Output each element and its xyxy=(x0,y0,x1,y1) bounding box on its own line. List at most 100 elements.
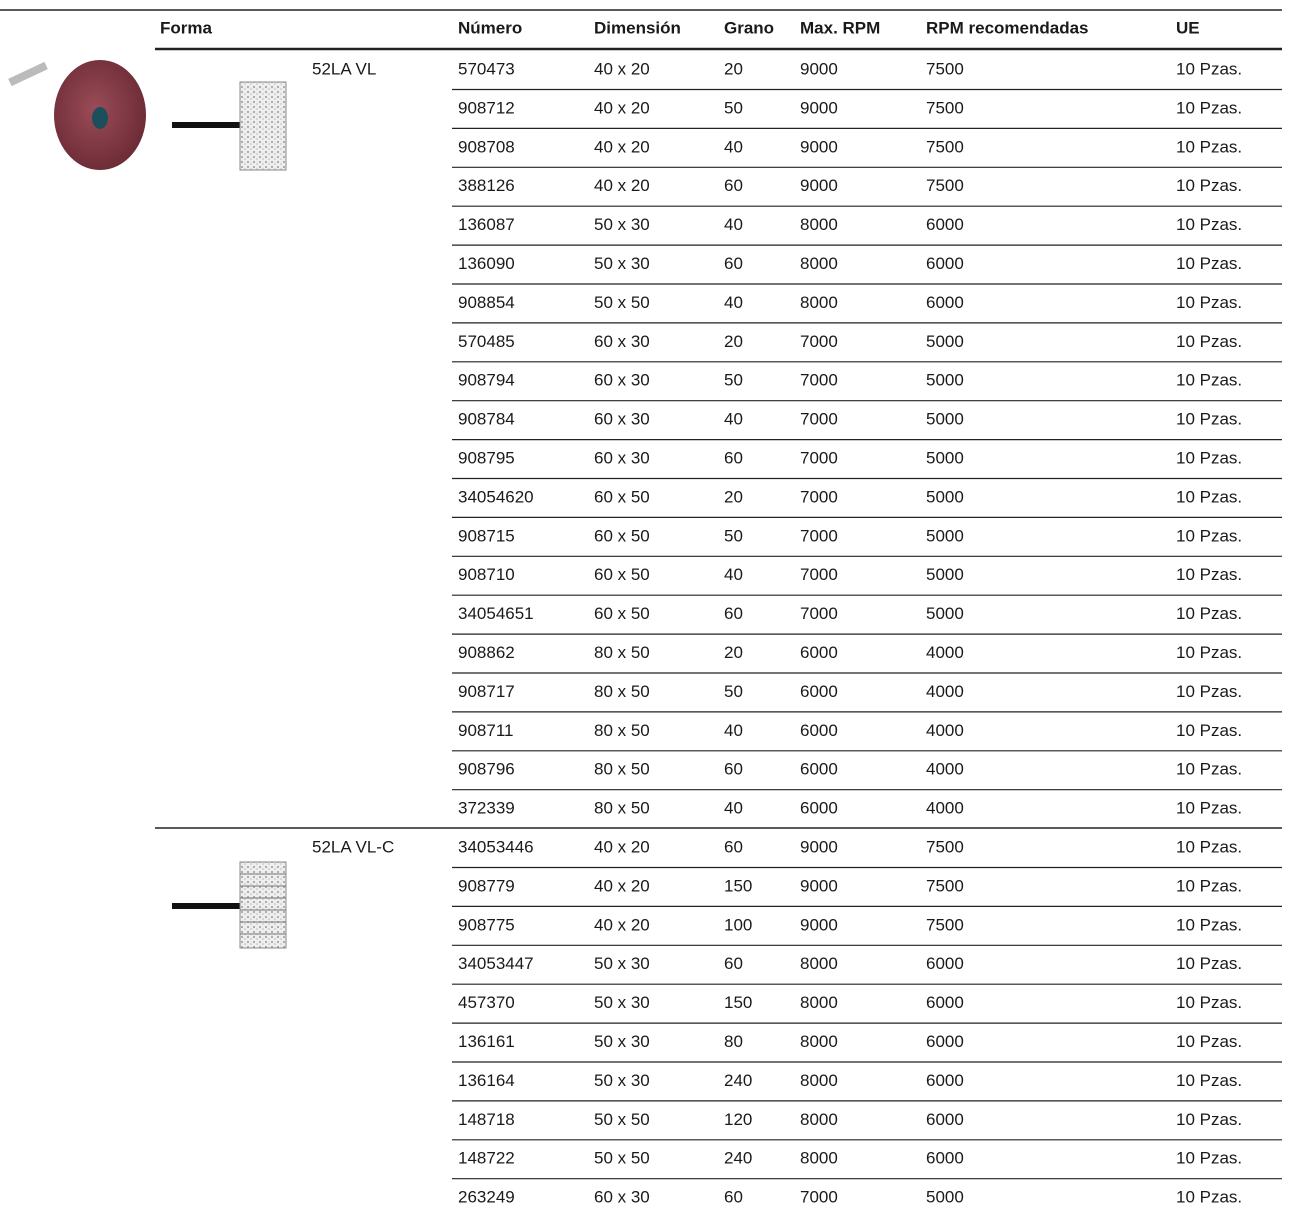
cell: 136090 xyxy=(458,254,515,273)
cell: 9000 xyxy=(800,176,838,195)
cell: 150 xyxy=(724,876,752,895)
cell: 60 x 30 xyxy=(594,448,650,467)
cell: 10 Pzas. xyxy=(1176,59,1242,78)
column-header: Max. RPM xyxy=(800,18,880,37)
cell: 240 xyxy=(724,1149,752,1168)
cell: 7500 xyxy=(926,176,964,195)
cell: 908711 xyxy=(458,721,513,740)
cell: 50 x 30 xyxy=(594,215,650,234)
cell: 10 Pzas. xyxy=(1176,1032,1242,1051)
cell: 60 x 50 xyxy=(594,604,650,623)
cell: 50 x 30 xyxy=(594,993,650,1012)
cell: 148718 xyxy=(458,1110,515,1129)
cell: 9000 xyxy=(800,137,838,156)
cell: 6000 xyxy=(926,1071,964,1090)
cell: 60 xyxy=(724,604,743,623)
cell: 10 Pzas. xyxy=(1176,215,1242,234)
cell: 20 xyxy=(724,332,743,351)
cell: 40 x 20 xyxy=(594,98,650,117)
cell: 4000 xyxy=(926,760,964,779)
cell: 50 x 30 xyxy=(594,1071,650,1090)
cell: 5000 xyxy=(926,1188,964,1207)
cell: 50 x 30 xyxy=(594,254,650,273)
cell: 8000 xyxy=(800,215,838,234)
cell: 5000 xyxy=(926,332,964,351)
cell: 5000 xyxy=(926,487,964,506)
cell: 10 Pzas. xyxy=(1176,332,1242,351)
cell: 10 Pzas. xyxy=(1176,1149,1242,1168)
cell: 908717 xyxy=(458,682,515,701)
cell: 50 x 50 xyxy=(594,293,650,312)
cell: 40 x 20 xyxy=(594,137,650,156)
cell: 10 Pzas. xyxy=(1176,1188,1242,1207)
cell: 908708 xyxy=(458,137,515,156)
cell: 10 Pzas. xyxy=(1176,410,1242,429)
shape-diagram xyxy=(172,81,287,171)
cell: 4000 xyxy=(926,799,964,818)
cell: 60 x 30 xyxy=(594,332,650,351)
cell: 10 Pzas. xyxy=(1176,721,1242,740)
column-header: Grano xyxy=(724,18,774,37)
cell: 6000 xyxy=(926,254,964,273)
cell: 10 Pzas. xyxy=(1176,1110,1242,1129)
cell: 6000 xyxy=(800,721,838,740)
cell: 5000 xyxy=(926,565,964,584)
cell: 40 xyxy=(724,410,743,429)
cell: 6000 xyxy=(800,682,838,701)
cell: 34054620 xyxy=(458,487,534,506)
cell: 10 Pzas. xyxy=(1176,371,1242,390)
cell: 40 x 20 xyxy=(594,176,650,195)
cell: 908712 xyxy=(458,98,515,117)
cell: 570473 xyxy=(458,59,515,78)
cell: 908862 xyxy=(458,643,515,662)
cell: 40 xyxy=(724,565,743,584)
cell: 60 xyxy=(724,954,743,973)
cell: 10 Pzas. xyxy=(1176,915,1242,934)
cell: 148722 xyxy=(458,1149,515,1168)
cell: 50 xyxy=(724,682,743,701)
cell: 60 xyxy=(724,760,743,779)
cell: 50 x 30 xyxy=(594,954,650,973)
cell: 50 x 30 xyxy=(594,1032,650,1051)
cell: 5000 xyxy=(926,371,964,390)
cell: 50 xyxy=(724,371,743,390)
cell: 10 Pzas. xyxy=(1176,760,1242,779)
cell: 908779 xyxy=(458,876,515,895)
cell: 60 x 50 xyxy=(594,565,650,584)
cell: 908710 xyxy=(458,565,515,584)
cell: 7500 xyxy=(926,876,964,895)
shape-diagram xyxy=(172,861,287,949)
cell: 6000 xyxy=(926,215,964,234)
cell: 40 x 20 xyxy=(594,59,650,78)
cell: 40 xyxy=(724,137,743,156)
column-header: Número xyxy=(458,18,522,37)
cell: 40 x 20 xyxy=(594,876,650,895)
cell: 7500 xyxy=(926,98,964,117)
cell: 9000 xyxy=(800,98,838,117)
cell: 60 xyxy=(724,448,743,467)
cell: 10 Pzas. xyxy=(1176,487,1242,506)
cell: 60 x 30 xyxy=(594,410,650,429)
column-header: Dimensión xyxy=(594,18,681,37)
cell: 4000 xyxy=(926,643,964,662)
cell: 7500 xyxy=(926,837,964,856)
cell: 7500 xyxy=(926,915,964,934)
column-header: Forma xyxy=(160,18,213,37)
cell: 8000 xyxy=(800,993,838,1012)
cell: 50 x 50 xyxy=(594,1149,650,1168)
cell: 10 Pzas. xyxy=(1176,643,1242,662)
cell: 8000 xyxy=(800,1071,838,1090)
cell: 40 x 20 xyxy=(594,915,650,934)
cell: 80 x 50 xyxy=(594,760,650,779)
cell: 7000 xyxy=(800,448,838,467)
cell: 6000 xyxy=(926,954,964,973)
column-header: RPM recomendadas xyxy=(926,18,1089,37)
cell: 5000 xyxy=(926,604,964,623)
cell: 20 xyxy=(724,643,743,662)
product-photo xyxy=(8,60,146,170)
cell: 40 xyxy=(724,799,743,818)
cell: 908775 xyxy=(458,915,515,934)
cell: 20 xyxy=(724,59,743,78)
